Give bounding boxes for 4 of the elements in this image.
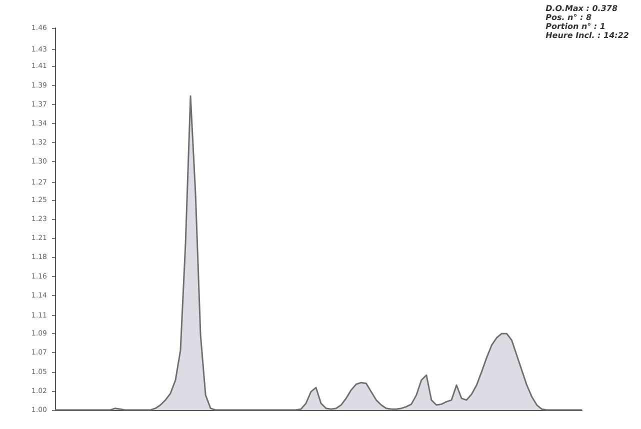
text: D.O.Max : 0.378 <box>546 4 618 13</box>
annotation: Portion n° : 1 <box>546 22 606 31</box>
text: Pos. n° : 8 <box>546 13 592 22</box>
annotation: Heure Incl. : 14:22 <box>546 31 630 40</box>
